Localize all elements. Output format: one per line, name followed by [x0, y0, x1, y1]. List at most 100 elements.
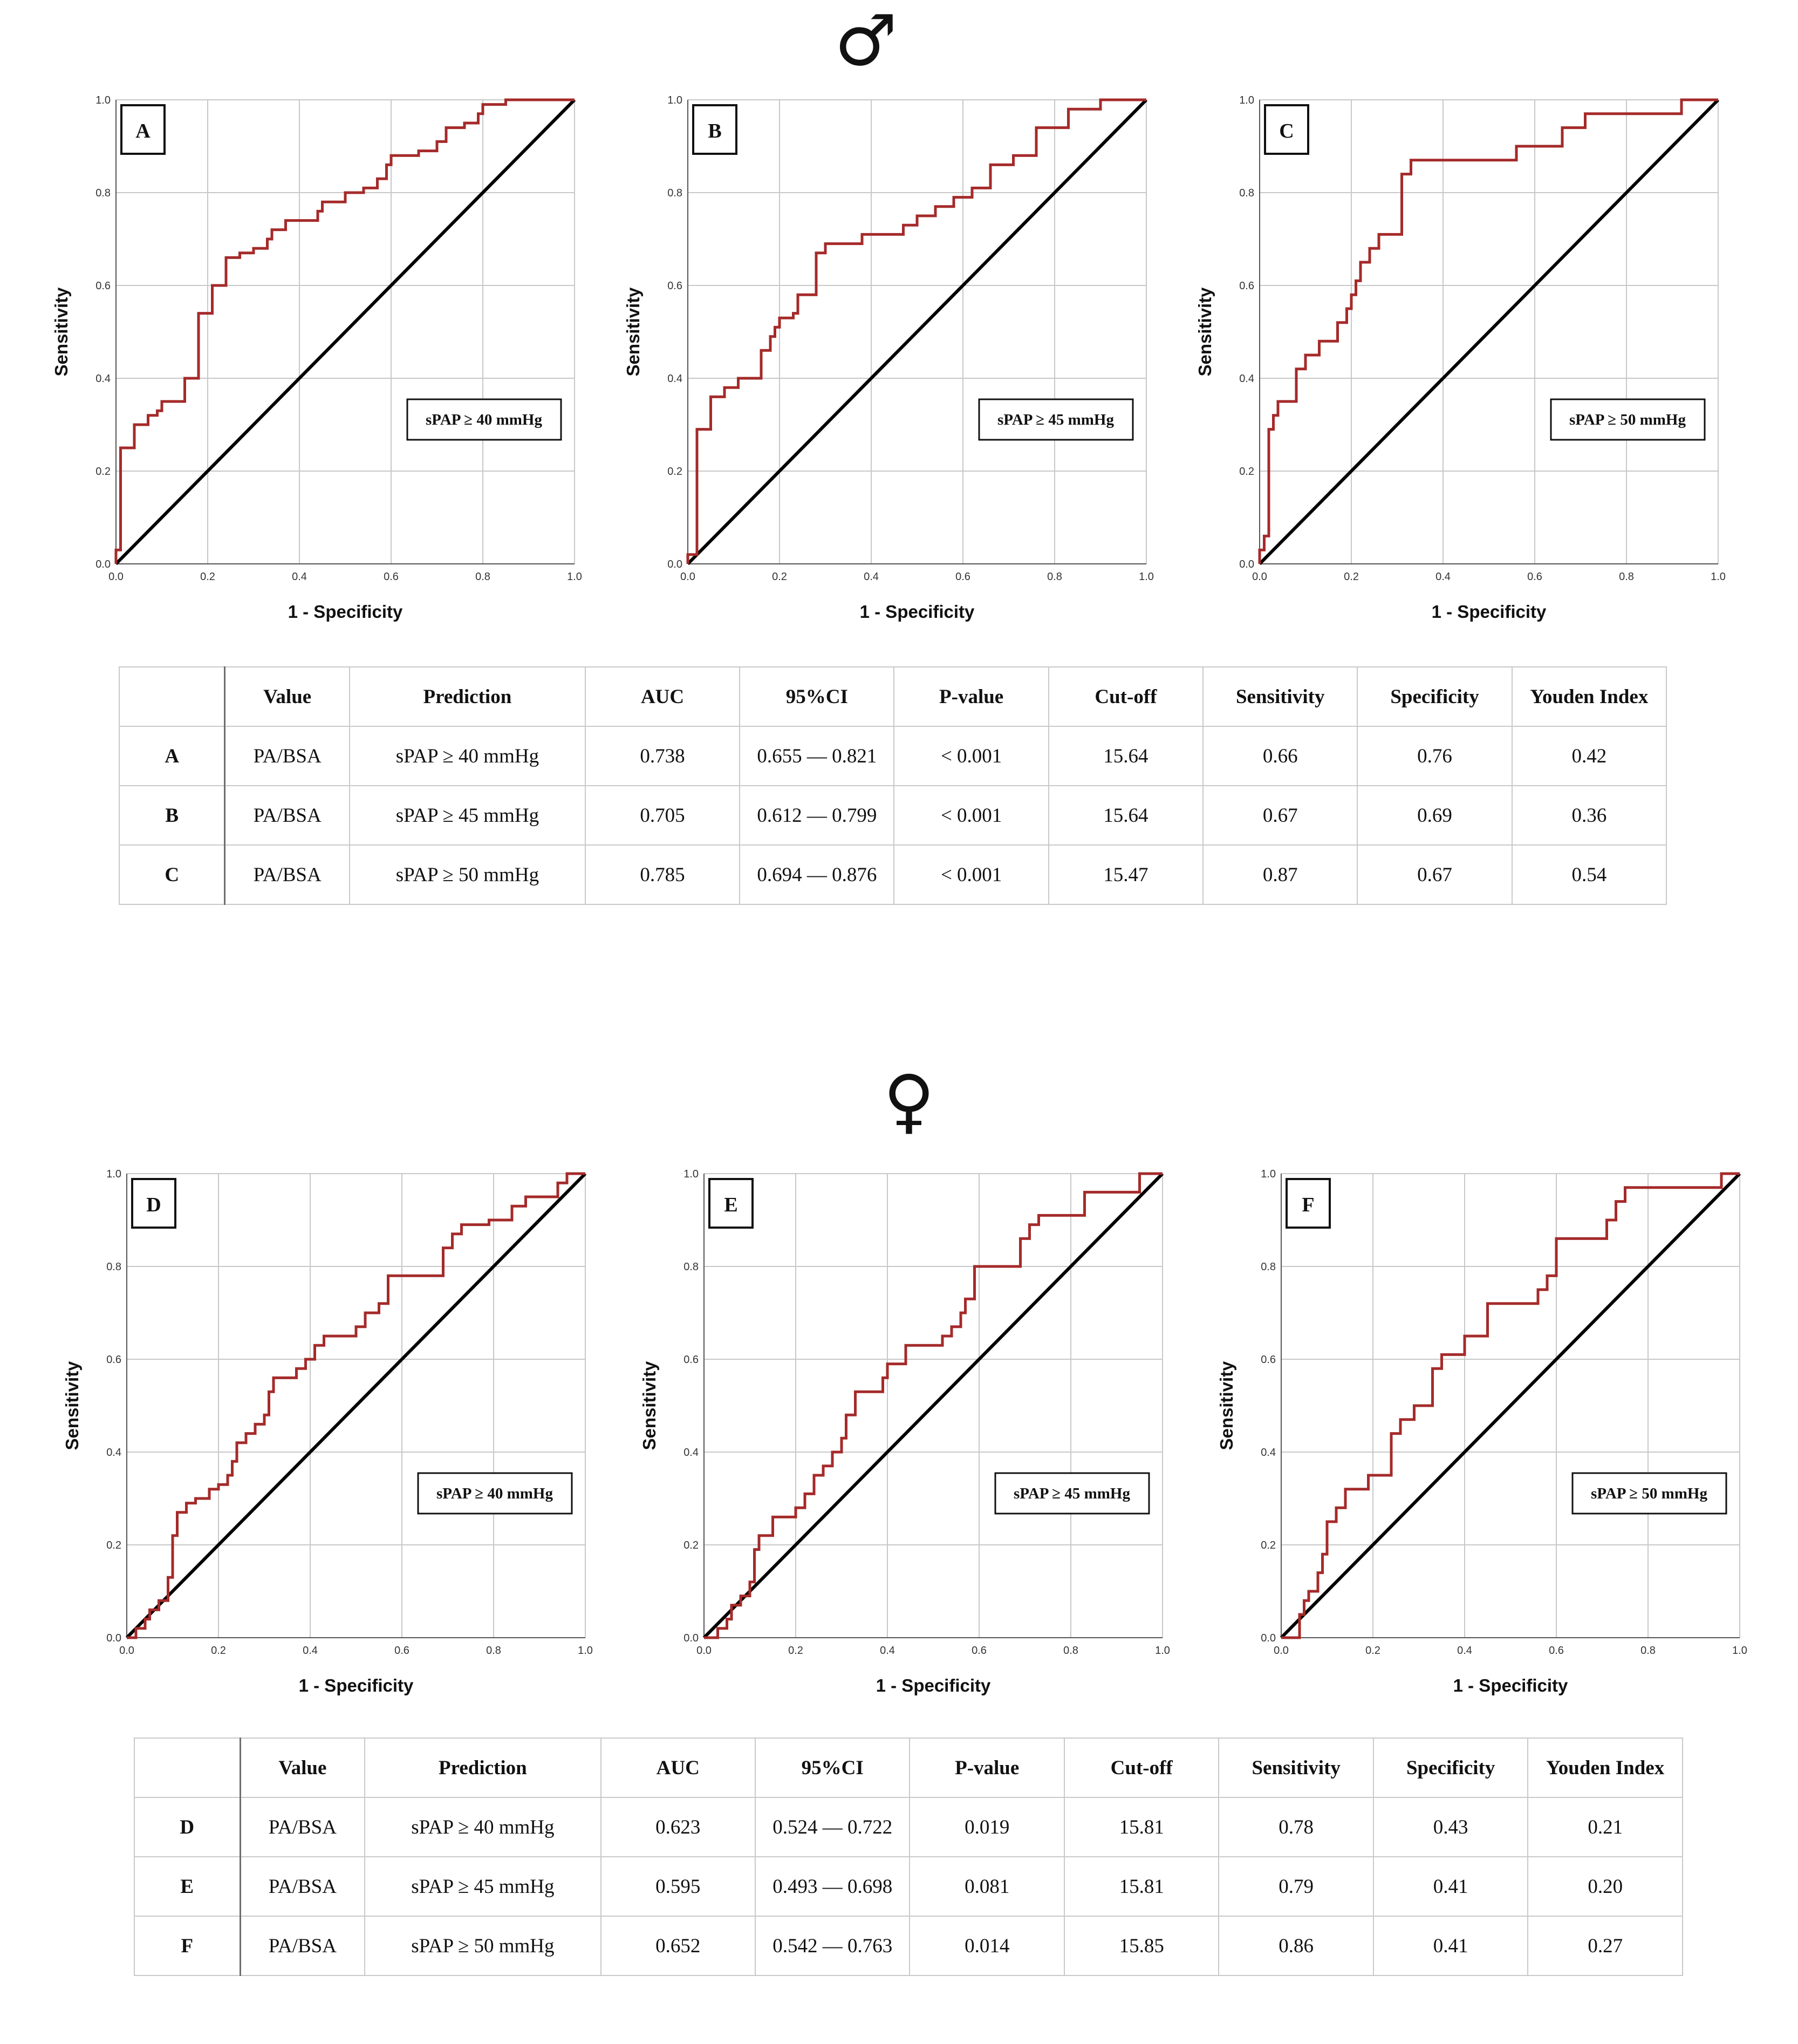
table-header-cell: Cut-off [1048, 666, 1204, 727]
table-cell: 0.493 — 0.698 [754, 1856, 911, 1917]
x-tick-label: 0.4 [1435, 571, 1451, 583]
x-tick-label: 0.8 [1619, 571, 1634, 583]
roc-chart-svg: 0.0 0.2 0.4 0.6 0.8 1.0 0.0 0.2 0.4 0.6 0.8 1.0 BsPA… [623, 94, 1154, 622]
table-header-cell: Specificity [1357, 666, 1513, 727]
y-tick-label: 0.8 [683, 1261, 699, 1273]
table-header-cell: Youden Index [1511, 666, 1667, 727]
table-cell: 15.47 [1048, 844, 1204, 905]
table-cell: 0.27 [1527, 1916, 1683, 1976]
reference-line [1280, 1172, 1741, 1639]
table-cell: sPAP ≥ 50 mmHg [364, 1916, 601, 1976]
y-tick-label: 0.6 [1239, 280, 1254, 292]
y-tick-label: 0.4 [106, 1447, 121, 1459]
x-tick-label: 0.0 [696, 1645, 712, 1657]
x-tick-label: 0.4 [880, 1645, 895, 1657]
x-tick-label: 1.0 [567, 571, 582, 583]
table-cell: PA/BSA [240, 1916, 366, 1976]
table-header-row: Value Prediction AUC 95%CI P-value Cut-off Sen… [133, 1738, 1683, 1798]
table-cell: PA/BSA [240, 1797, 366, 1857]
table-cell: 0.36 [1511, 785, 1667, 846]
table-cell: 0.655 — 0.821 [739, 726, 895, 786]
y-tick-label: 1.0 [1239, 94, 1254, 106]
panel-letter: C [1279, 120, 1294, 142]
table-cell: 0.69 [1357, 785, 1513, 846]
table-header-cell: AUC [584, 666, 741, 727]
x-tick-label: 0.6 [1549, 1645, 1564, 1657]
table-cell: 0.66 [1202, 726, 1358, 786]
y-tick-label: 0.6 [667, 280, 682, 292]
table-cell: 0.87 [1202, 844, 1358, 905]
y-axis-label: Sensitivity [1216, 1361, 1236, 1450]
panel-letter: E [724, 1194, 737, 1216]
legend-label: sPAP ≥ 50 mmHg [1569, 411, 1686, 428]
table-row: A PA/BSA sPAP ≥ 40 mmHg 0.738 0.655 — 0.821 <… [119, 726, 1667, 786]
table-cell: 15.81 [1063, 1856, 1220, 1917]
table-cell: 0.019 [909, 1797, 1065, 1857]
y-tick-label: 0.4 [1239, 373, 1254, 385]
x-tick-label: 0.8 [475, 571, 490, 583]
y-axis-label: Sensitivity [1195, 287, 1215, 377]
table-row-label: F [133, 1916, 241, 1976]
y-tick-label: 1.0 [106, 1168, 121, 1180]
x-tick-label: 0.8 [1047, 571, 1062, 583]
y-tick-label: 0.0 [95, 558, 111, 570]
x-tick-label: 0.2 [200, 571, 215, 583]
table-header-cell: Value [240, 1738, 366, 1798]
y-tick-label: 1.0 [667, 94, 682, 106]
table-header-cell: Youden Index [1527, 1738, 1683, 1798]
panel-letter: D [146, 1194, 161, 1216]
roc-chart-svg: 0.0 0.2 0.4 0.6 0.8 1.0 0.0 0.2 0.4 0.6 0.8 1.0 FsPA… [1216, 1168, 1747, 1695]
roc-chart-svg: 0.0 0.2 0.4 0.6 0.8 1.0 0.0 0.2 0.4 0.6 0.8 1.0 DsPA… [62, 1168, 593, 1695]
x-tick-label: 0.2 [772, 571, 787, 583]
x-tick-label: 0.6 [972, 1645, 987, 1657]
table-cell: 0.43 [1372, 1797, 1529, 1857]
table-row: D PA/BSA sPAP ≥ 40 mmHg 0.623 0.524 — 0.722 0… [133, 1797, 1683, 1857]
x-tick-label: 0.4 [292, 571, 307, 583]
table-cell: 15.64 [1048, 785, 1204, 846]
panel-letter: A [135, 120, 151, 142]
reference-line [702, 1172, 1164, 1639]
y-tick-label: 0.4 [683, 1447, 699, 1459]
table-cell: < 0.001 [893, 785, 1049, 846]
x-tick-label: 0.6 [394, 1645, 409, 1657]
table-cell: 0.86 [1218, 1916, 1374, 1976]
table-corner-cell [119, 666, 226, 727]
y-tick-label: 0.0 [667, 558, 682, 570]
y-tick-label: 0.8 [1261, 1261, 1276, 1273]
y-tick-label: 0.2 [95, 466, 111, 478]
y-axis-label: Sensitivity [62, 1361, 82, 1450]
x-tick-label: 0.6 [1527, 571, 1542, 583]
table-header-cell: Sensitivity [1202, 666, 1358, 727]
y-axis-label: Sensitivity [623, 287, 643, 377]
table-cell: 0.21 [1527, 1797, 1683, 1857]
female-stats-table: Value Prediction AUC 95%CI P-value Cut-off Sen… [133, 1738, 1683, 1976]
female-symbol-icon: ♀ [883, 1060, 935, 1142]
table-cell: 0.20 [1527, 1856, 1683, 1917]
panel-letter-box [1264, 104, 1309, 155]
table-cell: sPAP ≥ 40 mmHg [364, 1797, 601, 1857]
table-row: B PA/BSA sPAP ≥ 45 mmHg 0.705 0.612 — 0.799 <… [119, 785, 1667, 846]
table-cell: sPAP ≥ 40 mmHg [348, 726, 586, 786]
x-tick-label: 0.6 [955, 571, 970, 583]
x-tick-label: 0.8 [1640, 1645, 1656, 1657]
x-tick-label: 0.4 [1457, 1645, 1472, 1657]
table-header-cell: Value [224, 666, 350, 727]
reference-line [1258, 98, 1720, 565]
x-tick-label: 1.0 [1711, 571, 1726, 583]
table-cell: 0.652 [600, 1916, 756, 1976]
male-stats-table: Value Prediction AUC 95%CI P-value Cut-off Sen… [119, 666, 1667, 905]
y-tick-label: 1.0 [683, 1168, 699, 1180]
legend-label: sPAP ≥ 40 mmHg [436, 1485, 553, 1502]
table-cell: 15.81 [1063, 1797, 1220, 1857]
table-header-cell: Specificity [1372, 1738, 1529, 1798]
table-row: C PA/BSA sPAP ≥ 50 mmHg 0.785 0.694 — 0.876 <… [119, 844, 1667, 905]
x-axis-label: 1 - Specificity [860, 602, 975, 622]
panel-letter-box [708, 1178, 754, 1229]
roc-curve [1281, 1172, 1740, 1639]
legend-box [417, 1472, 573, 1515]
y-tick-label: 1.0 [1261, 1168, 1276, 1180]
x-axis-label: 1 - Specificity [1453, 1675, 1568, 1695]
table-header-cell: 95%CI [754, 1738, 911, 1798]
table-cell: sPAP ≥ 50 mmHg [348, 844, 586, 905]
